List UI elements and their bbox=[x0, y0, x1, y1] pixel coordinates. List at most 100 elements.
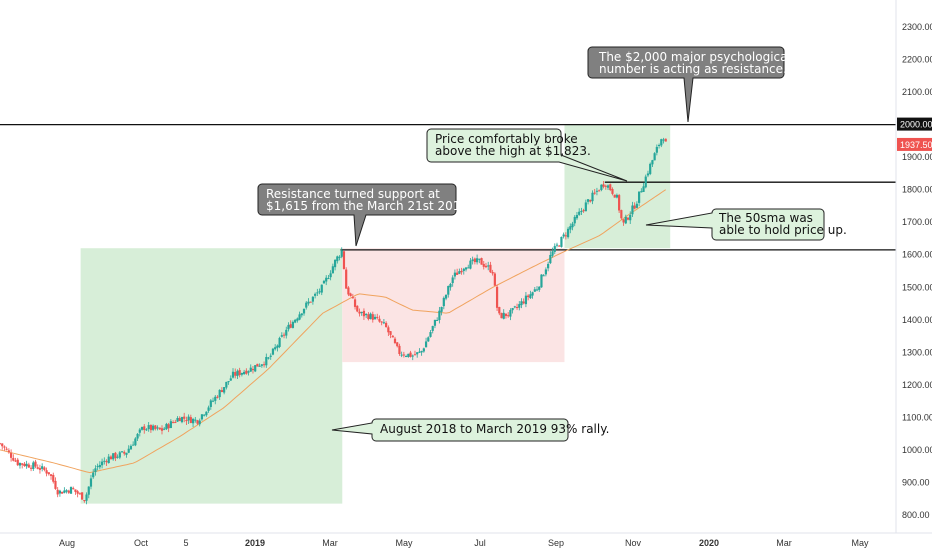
candle bbox=[389, 331, 392, 339]
callout-support-line-2: $1,615 from the March 21st 2019 high. bbox=[266, 199, 502, 213]
candle-body bbox=[351, 297, 354, 299]
candle bbox=[27, 462, 30, 468]
candle bbox=[498, 306, 501, 316]
candle bbox=[646, 170, 650, 178]
candle-body bbox=[32, 462, 35, 470]
candle-body bbox=[631, 205, 634, 215]
candle-body bbox=[43, 467, 46, 470]
candle-body bbox=[218, 389, 221, 398]
candle bbox=[249, 364, 252, 372]
candle bbox=[1, 443, 4, 450]
candle bbox=[442, 296, 445, 310]
candle-body bbox=[65, 490, 68, 492]
candle bbox=[302, 308, 306, 316]
candle bbox=[440, 306, 443, 316]
candle bbox=[387, 325, 390, 336]
candle-body bbox=[511, 308, 514, 311]
candle-body bbox=[649, 163, 652, 174]
candle bbox=[613, 194, 616, 198]
candle bbox=[285, 326, 288, 339]
candle-body bbox=[256, 363, 259, 367]
candle bbox=[644, 174, 647, 189]
candle-body bbox=[47, 472, 50, 475]
candle-body bbox=[515, 307, 519, 309]
candle bbox=[458, 268, 461, 275]
candle-body bbox=[211, 400, 215, 402]
candle bbox=[462, 267, 465, 275]
candle-body bbox=[18, 462, 22, 466]
candle-body bbox=[409, 352, 412, 357]
x-tick-label: May bbox=[851, 538, 869, 548]
candle-body bbox=[318, 291, 321, 293]
candle-body bbox=[152, 425, 155, 430]
candle bbox=[611, 187, 614, 196]
candle-body bbox=[127, 448, 130, 453]
candle-body bbox=[595, 190, 599, 192]
candle bbox=[112, 453, 115, 461]
candle-body bbox=[234, 372, 237, 376]
candle-body bbox=[0, 443, 2, 445]
candle-body bbox=[349, 293, 352, 297]
candle bbox=[396, 341, 399, 348]
candle bbox=[606, 184, 610, 191]
candle bbox=[240, 372, 243, 377]
y-tick-label: 1700.00 bbox=[902, 217, 932, 227]
candle bbox=[314, 292, 317, 299]
candle bbox=[12, 454, 15, 462]
candle-body bbox=[356, 305, 359, 312]
candle-body bbox=[529, 294, 532, 299]
candle bbox=[589, 199, 592, 203]
candle-body bbox=[243, 371, 246, 375]
candle-body bbox=[391, 335, 394, 338]
candle-body bbox=[569, 226, 572, 230]
svg-text:August 2018 to March 2019 93%: August 2018 to March 2019 93% rally. bbox=[380, 422, 609, 436]
candle-body bbox=[547, 263, 550, 269]
candle-body bbox=[112, 453, 115, 460]
candle bbox=[34, 459, 37, 469]
candle-body bbox=[478, 258, 481, 260]
y-tick-label: 1100.00 bbox=[902, 412, 932, 422]
candle bbox=[482, 260, 485, 270]
candle bbox=[67, 489, 70, 494]
candle bbox=[540, 274, 543, 288]
candle bbox=[147, 422, 150, 432]
candle bbox=[575, 211, 579, 220]
candle-body bbox=[209, 400, 212, 407]
candle bbox=[218, 389, 221, 400]
candle-body bbox=[657, 144, 661, 146]
candle-body bbox=[487, 265, 490, 267]
candle bbox=[329, 270, 332, 281]
candle bbox=[125, 452, 128, 458]
candle bbox=[76, 489, 79, 498]
candle bbox=[515, 303, 519, 310]
candle bbox=[631, 201, 634, 218]
candle bbox=[349, 292, 352, 297]
candle-body bbox=[347, 287, 350, 295]
candle-body bbox=[484, 265, 488, 268]
candle-body bbox=[280, 335, 283, 337]
candle bbox=[407, 353, 410, 358]
candle bbox=[655, 144, 658, 156]
candle bbox=[305, 301, 308, 310]
candle bbox=[56, 487, 59, 498]
candle bbox=[72, 486, 75, 490]
candle-body bbox=[3, 446, 6, 448]
candle-body bbox=[154, 425, 157, 429]
y-tick-label: 1900.00 bbox=[902, 152, 932, 162]
candle-body bbox=[145, 429, 148, 431]
candle bbox=[378, 315, 381, 323]
candle-body bbox=[622, 219, 625, 223]
candle-body bbox=[100, 461, 104, 466]
candle bbox=[140, 426, 144, 431]
candle bbox=[154, 424, 157, 431]
candle bbox=[504, 313, 508, 319]
candle bbox=[23, 461, 26, 467]
candle bbox=[278, 336, 281, 349]
candle-body bbox=[456, 272, 459, 275]
candle bbox=[553, 243, 556, 255]
candle bbox=[189, 414, 192, 424]
candle-body bbox=[549, 254, 552, 264]
candle-body bbox=[205, 411, 208, 416]
candle bbox=[116, 454, 119, 459]
candle-body bbox=[504, 313, 508, 316]
